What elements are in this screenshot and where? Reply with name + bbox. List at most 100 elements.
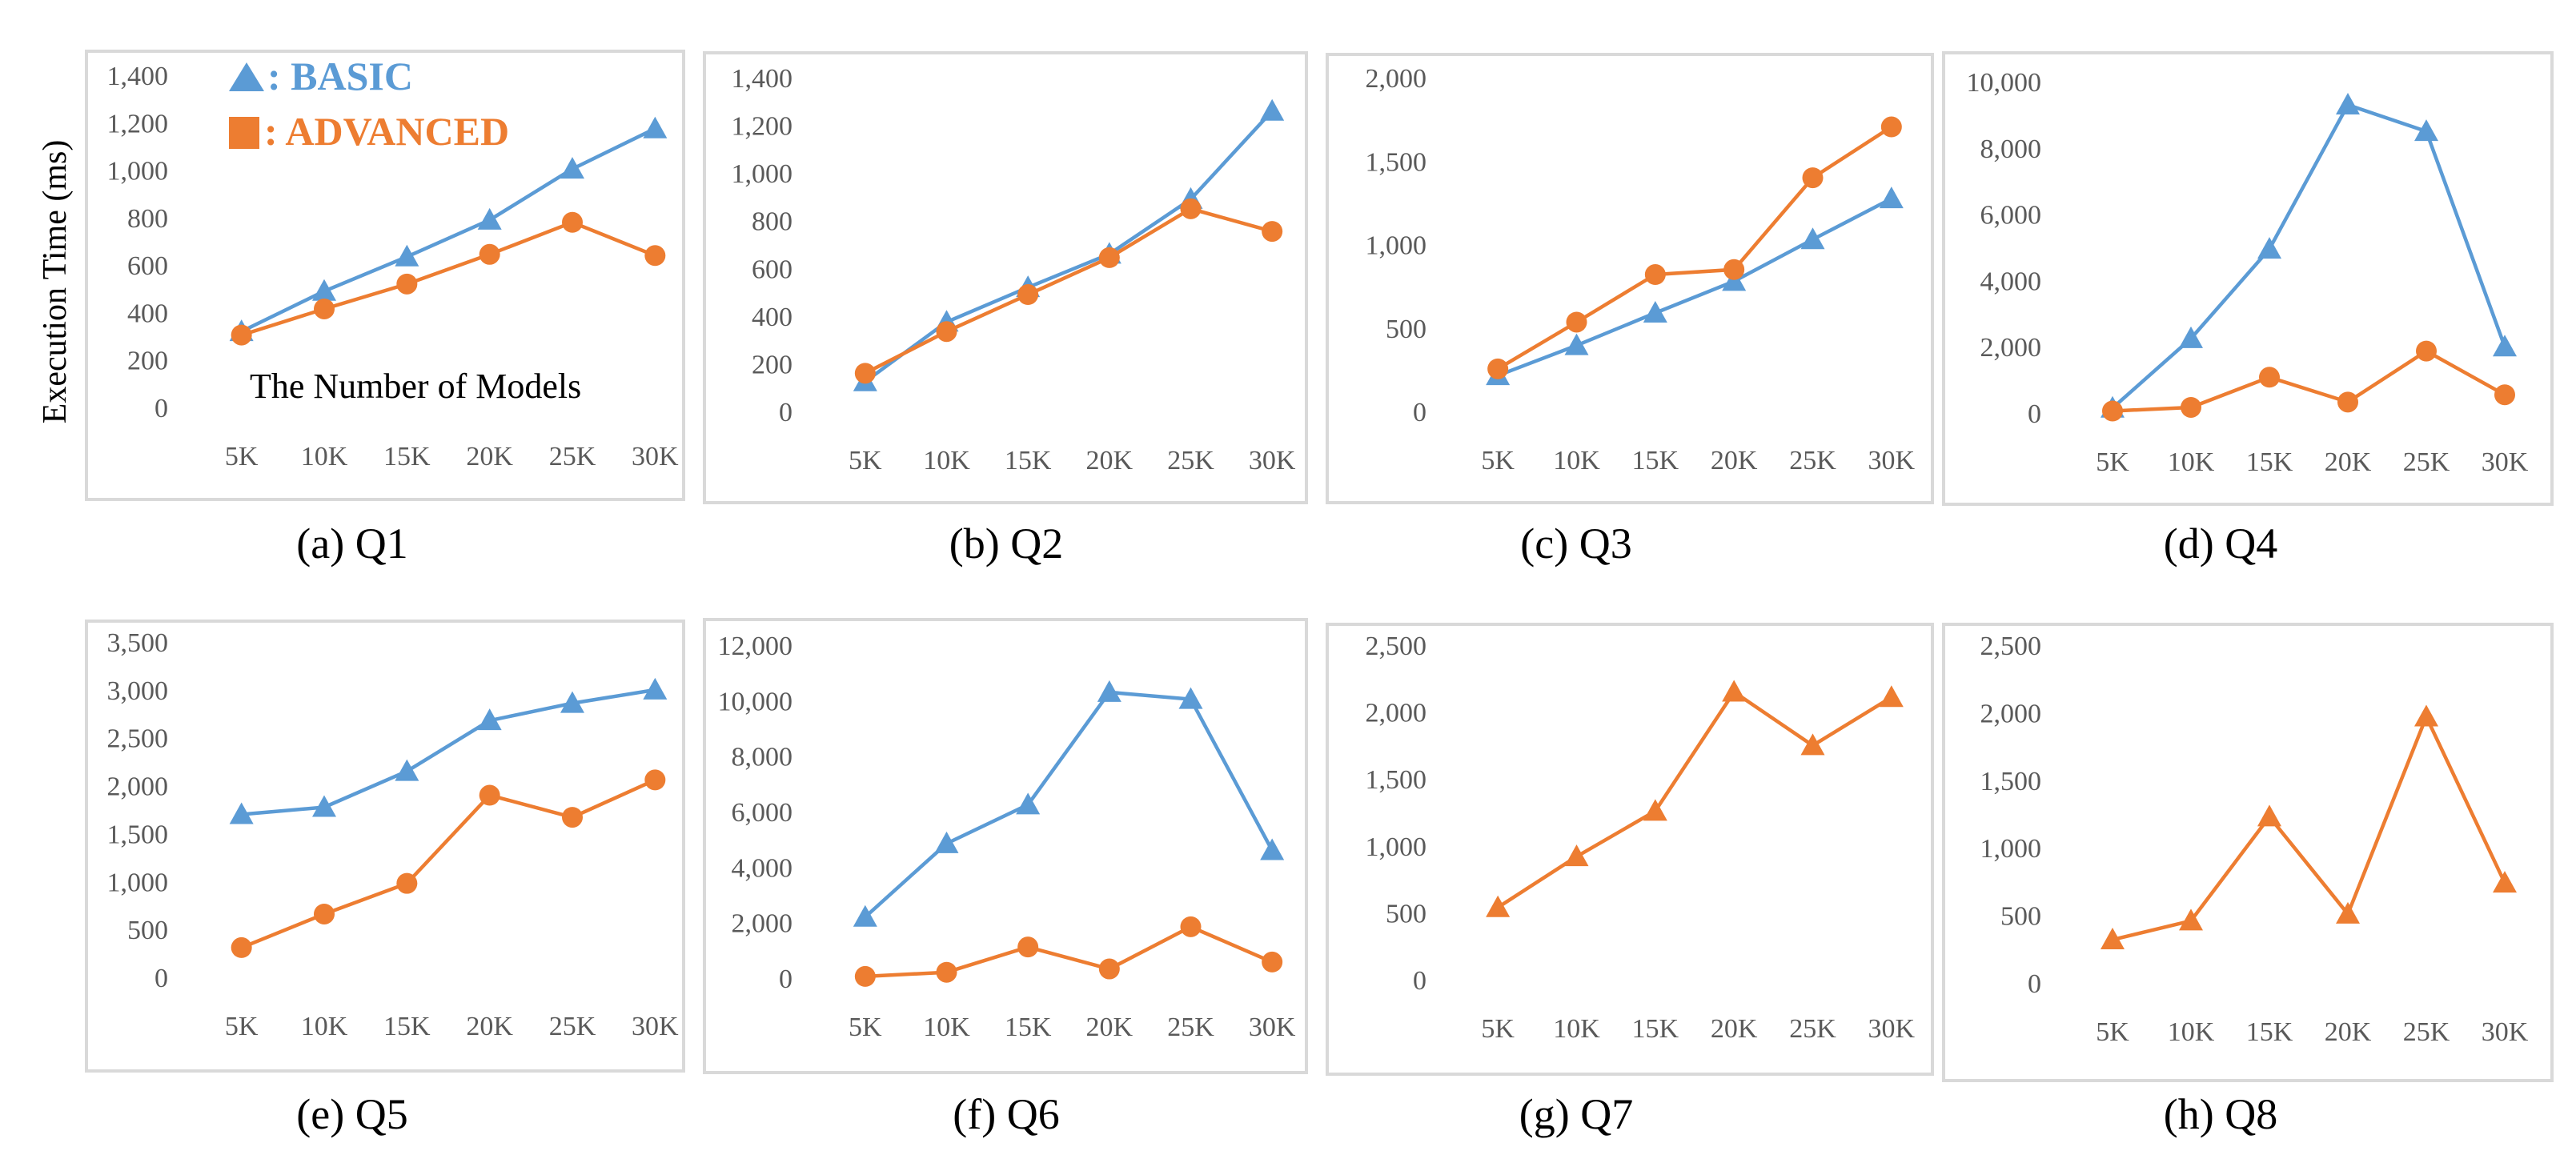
data-point-triangle [934,831,959,853]
chart-panel-4: 0 2,000 4,000 6,000 8,000 10,000 5K 10K 15K 20K 25… [1942,51,2554,567]
x-tick-label: 20K [1086,1013,1134,1042]
y-tick-label: 10,000 [718,687,793,716]
y-tick-label: 1,400 [732,64,793,94]
x-tick-label: 30K [1249,1013,1296,1042]
data-point-circle [1180,916,1202,937]
series-line-basic [240,126,656,334]
x-tick-label: 30K [1868,1014,1916,1044]
data-point-circle [562,807,583,828]
x-tick-label: 30K [2482,1017,2529,1047]
data-point-circle [644,769,666,791]
panels: 0 200 400 600 800 1,000 1,200 1,400 5K 10K 15K 20K 2… [85,50,2554,1138]
x-tick-label: 10K [2168,1017,2215,1047]
y-tick-label: 2,000 [107,772,169,802]
data-point-triangle [1097,680,1121,702]
data-point-triangle [395,759,419,781]
legend-triangle-icon [229,62,264,91]
chart-frame [703,618,1308,1074]
data-point-triangle [2257,804,2281,827]
data-point-circle [1487,358,1509,379]
x-tick-label: 5K [225,1012,259,1041]
x-tick-label: 25K [1167,446,1214,475]
y-tick-label: 0 [2028,399,2041,429]
data-point-circle [1262,221,1283,243]
x-tick-label: 15K [1632,446,1679,475]
y-tick-label: 1,000 [1980,834,2042,864]
y-tick-label: 400 [752,303,792,332]
data-point-circle [644,245,666,267]
data-point-circle [562,211,583,233]
y-tick-label: 1,500 [107,820,169,849]
data-point-triangle [1722,269,1747,291]
y-tick-label: 200 [127,347,168,376]
series-line-advanced [1496,690,1892,909]
x-axis-note: The Number of Models [250,367,581,406]
y-tick-label: 1,000 [1366,231,1427,261]
legend: : BASIC: ADVANCED [229,54,509,154]
y-tick-label: 0 [1413,398,1426,427]
data-point-circle [2337,391,2358,413]
data-point-triangle [477,708,502,731]
chart-panel-8: 0 500 1,000 1,500 2,000 2,500 5K 10K 15K 20K 25K 30… [1942,623,2554,1138]
x-tick-label: 15K [2246,447,2293,477]
data-point-circle [1262,951,1283,973]
series-line-advanced [2112,349,2506,413]
data-point-triangle [2179,908,2203,931]
x-tick-label: 20K [2325,447,2372,477]
data-point-triangle [229,802,254,824]
x-tick-label: 5K [2096,447,2129,477]
y-tick-label: 0 [779,964,792,994]
series-line-advanced [1497,125,1893,371]
y-tick-label: 10,000 [1967,68,2042,98]
y-tick-label: 2,000 [1366,699,1427,728]
y-tick-label: 1,200 [732,112,793,142]
data-point-circle [2102,400,2123,422]
chart-frame [85,620,685,1073]
y-tick-label: 2,000 [1980,699,2042,728]
data-point-triangle [1178,687,1203,709]
y-tick-label: 1,000 [732,159,793,189]
y-tick-label: 3,000 [107,676,169,706]
legend-label-advanced: : ADVANCED [264,109,509,154]
y-tick-label: 12,000 [718,632,793,661]
data-point-circle [479,243,500,265]
data-point-triangle [2414,704,2438,727]
x-tick-label: 25K [1789,1014,1836,1044]
y-tick-label: 1,400 [107,62,169,91]
data-point-circle [314,298,335,319]
y-tick-label: 600 [752,255,792,284]
data-point-triangle [2257,237,2281,259]
y-tick-label: 0 [2028,969,2041,999]
x-tick-label: 5K [225,442,259,471]
x-tick-label: 10K [923,1013,970,1042]
data-point-triangle [2336,901,2360,924]
y-tick-label: 3,500 [107,628,169,658]
y-tick-label: 200 [752,350,792,379]
chart-caption: (b) Q2 [949,519,1063,567]
chart-panel-1: 0 200 400 600 800 1,000 1,200 1,400 5K 10K 15K 20K 2… [85,50,685,567]
data-point-circle [854,363,876,384]
x-tick-label: 10K [1553,1014,1600,1044]
series-line-basic [1497,197,1892,378]
chart-frame [1942,51,2554,506]
data-point-triangle [312,795,336,817]
y-tick-label: 500 [1386,899,1426,928]
y-tick-label: 500 [127,916,168,945]
data-point-triangle [560,157,584,179]
series-line-basic [2111,102,2507,410]
x-tick-label: 20K [1711,446,1758,475]
x-tick-label: 25K [2403,1017,2450,1047]
data-point-circle [314,903,335,924]
x-tick-label: 15K [383,1012,431,1041]
data-point-circle [1098,958,1120,980]
x-tick-label: 30K [1868,446,1916,475]
chart-caption: (h) Q8 [2164,1090,2277,1138]
y-tick-label: 2,000 [1366,64,1427,94]
data-point-triangle [2101,927,2125,949]
y-tick-label: 1,500 [1980,767,2042,796]
y-tick-label: 2,500 [1366,632,1427,661]
data-point-circle [1566,311,1587,333]
x-tick-label: 25K [549,442,596,471]
data-point-circle [2259,367,2280,388]
data-point-triangle [477,207,502,230]
